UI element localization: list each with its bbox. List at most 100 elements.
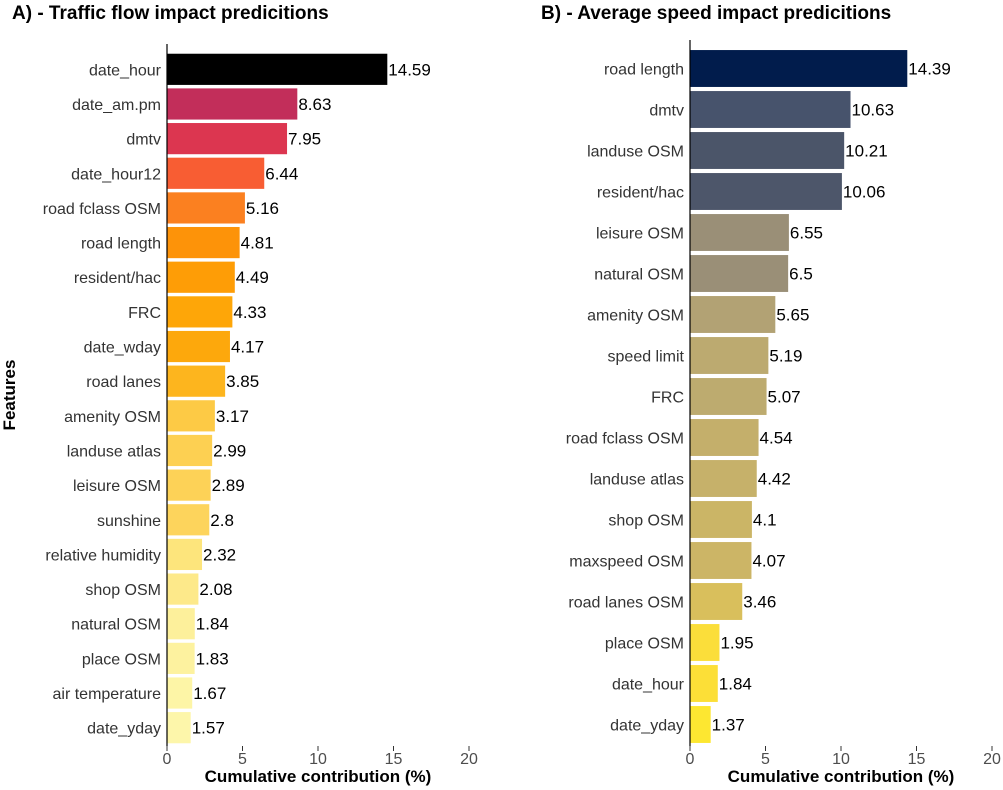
panel-b-value-label-13: 3.46 (743, 593, 776, 612)
panel-b-feature-label-15: date_hour (612, 677, 685, 694)
panel-b-feature-label-14: place OSM (605, 636, 684, 653)
panel-a-value-label-16: 1.84 (196, 615, 229, 634)
panel-b-x-tick-label-0: 0 (686, 751, 695, 768)
panel-a-bar-15 (167, 573, 199, 605)
panel-b-value-label-3: 10.06 (843, 183, 886, 202)
panel-b-feature-label-10: landuse atlas (590, 472, 684, 489)
panel-b-bar-5 (690, 255, 789, 292)
panel-b-bar-4 (690, 214, 789, 251)
panel-a-feature-label-13: sunshine (97, 513, 161, 530)
panel-b-value-label-1: 10.63 (852, 101, 895, 120)
panel-b-x-tick-label-3: 15 (908, 751, 926, 768)
panel-b-value-label-6: 5.65 (776, 306, 809, 325)
panel-a-feature-label-9: road lanes (86, 374, 161, 391)
panel-a-x-ticks: 0 5 10 15 20 (163, 746, 478, 768)
panel-a-value-label-13: 2.8 (210, 511, 234, 530)
panel-a-value-label-15: 2.08 (199, 580, 232, 599)
panel-b-feature-label-7: speed limit (608, 349, 685, 366)
panel-a-bar-4 (167, 192, 245, 224)
panel-b-bar-15 (690, 665, 718, 702)
panel-a-bar-3 (167, 157, 265, 189)
panel-b-feature-label-0: road length (604, 62, 684, 79)
panel-b-x-ticks: 0 5 10 15 20 (686, 746, 1001, 768)
panel-b-bar-10 (690, 460, 757, 497)
panel-b-feature-label-11: shop OSM (608, 513, 684, 530)
panel-b-value-label-9: 4.54 (760, 429, 793, 448)
panel-a-bar-7 (167, 296, 233, 328)
panel-a-value-label-12: 2.89 (212, 476, 245, 495)
panel-b-feature-label-8: FRC (651, 390, 684, 407)
panel-a-bar-18 (167, 677, 193, 709)
panel-a-value-label-19: 1.57 (192, 719, 225, 738)
panel-a-traffic-flow: A) - Traffic flow impact predicitions da… (12, 3, 478, 786)
panel-b-x-tick-label-1: 5 (761, 751, 770, 768)
panel-b-bar-7 (690, 337, 769, 374)
panel-b-bar-1 (690, 91, 851, 128)
panel-b-bar-13 (690, 583, 743, 620)
panel-a-value-label-2: 7.95 (288, 130, 321, 149)
panel-a-feature-label-11: landuse atlas (67, 443, 161, 460)
panel-a-value-label-18: 1.67 (193, 684, 226, 703)
panel-a-value-label-0: 14.59 (388, 60, 431, 79)
panel-b-value-label-5: 6.5 (789, 265, 813, 284)
panel-b-bar-2 (690, 132, 845, 169)
panel-a-bar-0 (167, 53, 388, 85)
panel-a-x-tick-label-3: 15 (385, 751, 403, 768)
panel-b-value-label-4: 6.55 (790, 224, 823, 243)
panel-b-bar-12 (690, 542, 752, 579)
panel-b-feature-label-5: natural OSM (594, 267, 684, 284)
panel-b-bar-0 (690, 50, 908, 87)
panel-b-bar-16 (690, 706, 711, 743)
panel-b-value-labels: 14.39 10.63 10.21 10.06 6.55 6.5 5.65 5.19 5.07 4… (712, 60, 951, 735)
panel-b-bar-3 (690, 173, 842, 210)
panel-b-feature-label-4: leisure OSM (596, 226, 684, 243)
panel-b-value-label-2: 10.21 (845, 142, 888, 161)
panel-b-value-label-12: 4.07 (752, 552, 785, 571)
panel-a-bar-14 (167, 538, 203, 571)
panel-a-value-label-8: 4.17 (231, 338, 264, 357)
panel-b-value-label-15: 1.84 (719, 675, 752, 694)
panel-b-bars (690, 50, 908, 743)
panel-a-feature-label-4: road fclass OSM (43, 201, 161, 218)
panel-a-bar-19 (167, 712, 191, 744)
panel-a-value-label-10: 3.17 (216, 407, 249, 426)
panel-a-value-label-11: 2.99 (213, 441, 246, 460)
panel-b-x-axis-title: Cumulative contribution (%) (728, 767, 955, 786)
panel-a-bar-2 (167, 123, 288, 155)
panel-a-feature-label-19: date_yday (87, 721, 161, 738)
panel-a-bar-13 (167, 504, 210, 536)
panel-a-bar-11 (167, 434, 213, 467)
panel-a-bar-12 (167, 469, 211, 501)
panel-a-x-tick-label-0: 0 (163, 751, 172, 768)
panel-a-bars (167, 53, 388, 744)
panel-b-feature-label-3: resident/hac (597, 185, 684, 202)
panel-b-value-label-16: 1.37 (712, 716, 745, 735)
panel-b-feature-label-12: maxspeed OSM (569, 554, 684, 571)
panel-b-feature-labels: road length dmtv landuse OSM resident/hac le… (566, 62, 685, 735)
panel-a-feature-label-7: FRC (128, 305, 161, 322)
panel-a-value-label-6: 4.49 (236, 268, 269, 287)
panel-a-feature-label-8: date_wday (84, 340, 161, 357)
panel-b-feature-label-13: road lanes OSM (568, 595, 684, 612)
panel-b-title: B) - Average speed impact predicitions (541, 3, 891, 24)
panel-a-bar-8 (167, 330, 230, 363)
panel-a-x-tick-label-4: 20 (460, 751, 478, 768)
panel-a-feature-label-2: dmtv (126, 132, 161, 149)
panel-a-feature-label-0: date_hour (89, 62, 162, 79)
panel-b-value-label-10: 4.42 (758, 470, 791, 489)
panel-b-feature-label-1: dmtv (649, 103, 684, 120)
panel-a-value-label-3: 6.44 (265, 164, 298, 183)
panel-a-bar-16 (167, 608, 195, 640)
panel-a-value-label-4: 5.16 (246, 199, 279, 218)
panel-a-bar-5 (167, 226, 240, 259)
panel-b-average-speed: B) - Average speed impact predicitions r… (541, 3, 1001, 786)
panel-b-feature-label-9: road fclass OSM (566, 431, 684, 448)
panel-a-bar-6 (167, 261, 235, 293)
panel-a-bar-9 (167, 365, 226, 397)
panel-a-title: A) - Traffic flow impact predicitions (12, 3, 329, 24)
panel-b-x-tick-label-2: 10 (832, 751, 850, 768)
panel-a-feature-label-5: road length (81, 236, 161, 253)
panel-a-x-axis-title: Cumulative contribution (%) (205, 767, 432, 786)
